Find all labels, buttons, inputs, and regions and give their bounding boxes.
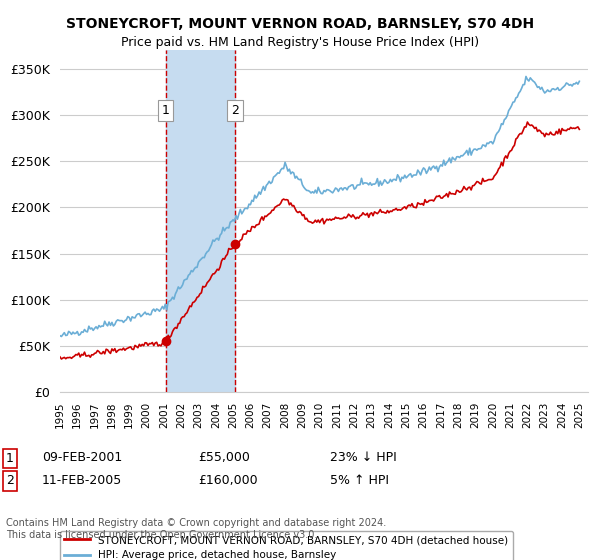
- Text: 2: 2: [231, 104, 239, 117]
- Text: 23% ↓ HPI: 23% ↓ HPI: [330, 451, 397, 464]
- Text: £55,000: £55,000: [198, 451, 250, 464]
- Text: Contains HM Land Registry data © Crown copyright and database right 2024.
This d: Contains HM Land Registry data © Crown c…: [6, 518, 386, 540]
- Text: 11-FEB-2005: 11-FEB-2005: [42, 474, 122, 487]
- Text: 5% ↑ HPI: 5% ↑ HPI: [330, 474, 389, 487]
- Text: 2: 2: [6, 474, 14, 487]
- Text: 1: 1: [6, 452, 14, 465]
- Legend: STONEYCROFT, MOUNT VERNON ROAD, BARNSLEY, S70 4DH (detached house), HPI: Average: STONEYCROFT, MOUNT VERNON ROAD, BARNSLEY…: [60, 531, 513, 560]
- Text: 09-FEB-2001: 09-FEB-2001: [42, 451, 122, 464]
- Text: 1: 1: [161, 104, 170, 117]
- Text: Price paid vs. HM Land Registry's House Price Index (HPI): Price paid vs. HM Land Registry's House …: [121, 36, 479, 49]
- Text: £160,000: £160,000: [198, 474, 257, 487]
- Text: STONEYCROFT, MOUNT VERNON ROAD, BARNSLEY, S70 4DH: STONEYCROFT, MOUNT VERNON ROAD, BARNSLEY…: [66, 17, 534, 31]
- Bar: [166, 50, 235, 392]
